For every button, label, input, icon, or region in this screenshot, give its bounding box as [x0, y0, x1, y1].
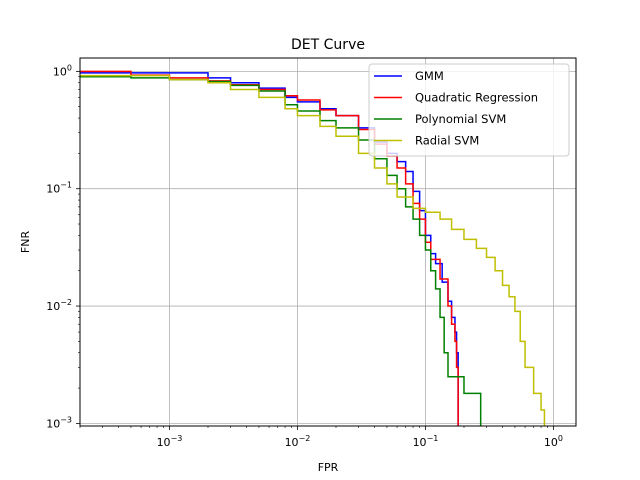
y-tick-label: 10−1 [46, 181, 72, 196]
x-tick-label: 10−1 [413, 434, 439, 449]
series-line-polynomial-svm [80, 75, 482, 426]
legend-box [368, 63, 570, 157]
legend-label: Polynomial SVM [415, 112, 506, 126]
x-axis-ticks: 10−3 10−2 10−1 100 [79, 426, 563, 449]
y-tick-label: 10−2 [46, 298, 72, 313]
x-axis-label: FPR [318, 461, 339, 474]
y-axis-ticks: 100 10−1 10−2 10−3 [46, 63, 80, 430]
series-line-gmm [80, 72, 459, 426]
series-line-radial-svm [80, 74, 546, 426]
legend-label: GMM [415, 69, 444, 83]
y-tick-label: 100 [53, 63, 72, 78]
chart-title: DET Curve [291, 37, 365, 53]
legend-label: Quadratic Regression [415, 91, 538, 105]
x-tick-label: 10−2 [285, 434, 311, 449]
y-axis-label: FNR [19, 231, 32, 254]
legend-label: Radial SVM [415, 134, 479, 148]
legend: GMM Quadratic Regression Polynomial SVM Rad… [368, 63, 570, 157]
x-tick-label: 10−3 [157, 434, 183, 449]
x-tick-label: 100 [544, 434, 563, 449]
plot-frame [79, 57, 577, 427]
y-tick-label: 10−3 [46, 415, 72, 430]
